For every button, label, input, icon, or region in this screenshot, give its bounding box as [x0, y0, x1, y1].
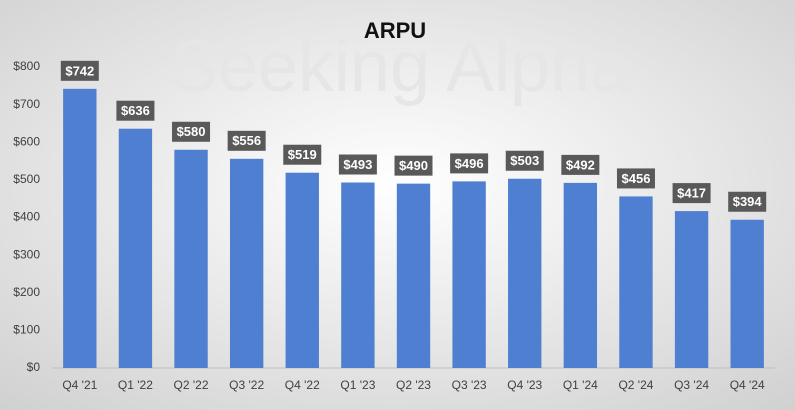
y-tick-label: $300	[13, 247, 40, 261]
value-label: $742	[65, 63, 94, 78]
x-tick-label: Q2 '23	[396, 378, 431, 392]
value-label: $493	[343, 157, 372, 172]
value-label-box	[394, 155, 433, 176]
x-tick-label: Q4 '23	[507, 378, 542, 392]
bar	[563, 182, 598, 368]
y-tick-label: $700	[13, 97, 40, 111]
value-label-box	[338, 154, 377, 175]
value-label: $394	[733, 194, 763, 209]
value-label-box	[672, 183, 711, 204]
y-tick-label: $100	[13, 323, 40, 337]
value-label: $580	[177, 124, 206, 139]
value-label: $496	[455, 156, 484, 171]
x-tick-label: Q4 '22	[285, 378, 320, 392]
x-tick-label: Q4 '21	[62, 378, 97, 392]
value-label-box	[116, 100, 155, 121]
value-label-box	[172, 121, 211, 142]
bar	[508, 178, 542, 368]
bar	[730, 219, 764, 368]
bar	[619, 196, 653, 368]
chart-title: ARPU	[364, 18, 426, 43]
value-label: $490	[399, 158, 428, 173]
value-label-box	[60, 60, 99, 81]
bar	[285, 172, 319, 368]
bar	[396, 183, 431, 368]
value-label-box	[561, 154, 600, 175]
bar	[63, 88, 97, 368]
y-tick-label: $500	[13, 172, 40, 186]
y-tick-label: $0	[27, 360, 41, 374]
bar	[341, 182, 375, 368]
value-label-box	[616, 168, 655, 189]
y-tick-label: $200	[13, 285, 40, 299]
x-tick-label: Q2 '24	[618, 378, 653, 392]
value-label: $492	[566, 157, 595, 172]
x-tick-label: Q3 '23	[452, 378, 487, 392]
bar	[674, 211, 709, 368]
value-label-box	[728, 191, 767, 212]
y-tick-label: $800	[13, 59, 40, 73]
value-label: $503	[510, 153, 539, 168]
x-tick-label: Q2 '22	[174, 378, 209, 392]
value-label-box	[505, 150, 544, 171]
x-tick-label: Q3 '24	[674, 378, 709, 392]
bar	[174, 149, 208, 368]
x-tick-label: Q3 '22	[229, 378, 264, 392]
value-label-box	[450, 153, 489, 174]
value-label-box	[283, 144, 322, 165]
bar	[452, 181, 486, 368]
x-tick-label: Q1 '23	[340, 378, 375, 392]
y-tick-label: $600	[13, 134, 40, 148]
value-label: $556	[232, 133, 261, 148]
watermark: Seeking Alpha	[170, 27, 631, 107]
x-tick-label: Q1 '24	[563, 378, 598, 392]
x-tick-label: Q1 '22	[118, 378, 153, 392]
y-tick-label: $400	[13, 210, 40, 224]
bar	[118, 128, 153, 368]
value-label-box	[227, 130, 266, 151]
x-tick-label: Q4 '24	[730, 378, 765, 392]
bar	[229, 158, 264, 368]
value-label: $636	[121, 103, 150, 118]
value-label: $417	[677, 186, 706, 201]
value-label: $456	[622, 171, 651, 186]
value-label: $519	[288, 147, 317, 162]
